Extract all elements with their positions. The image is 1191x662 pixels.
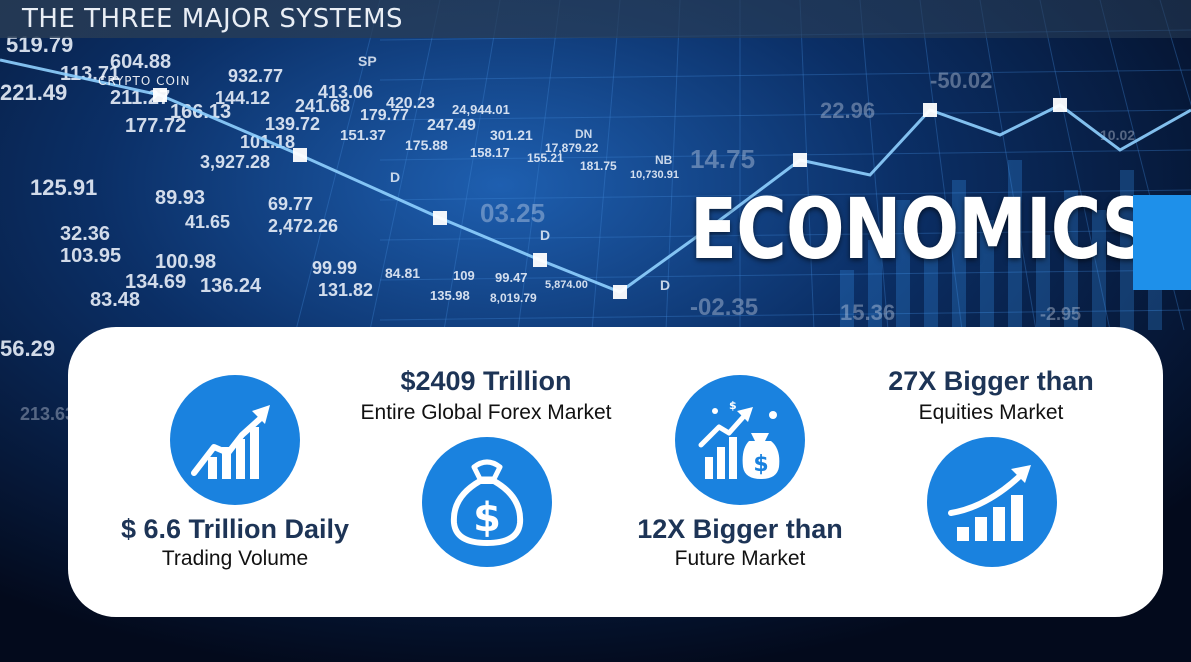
growth-chart-icon: [170, 375, 300, 505]
background-number: 139.72: [265, 114, 320, 134]
background-number: 56.29: [0, 336, 55, 361]
background-number: -2.95: [1040, 304, 1081, 324]
background-number: 213.63: [20, 404, 75, 424]
slide-title: THE THREE MAJOR SYSTEMS: [22, 4, 404, 34]
stat-sub-global-forex: Entire Global Forex Market: [360, 401, 612, 424]
background-number: 131.82: [318, 280, 373, 300]
background-number: 175.88: [405, 137, 448, 153]
background-number: 113.71: [60, 63, 120, 85]
svg-text:$: $: [729, 399, 737, 412]
accent-block: [1133, 195, 1191, 290]
background-number: 22.96: [820, 98, 875, 123]
background-number: 5,874.00: [545, 279, 588, 291]
background-number: 100.98: [155, 251, 216, 273]
background-number: 103.95: [60, 245, 121, 267]
background-number: 125.91: [30, 175, 97, 200]
background-number: 179.77: [360, 107, 409, 124]
finance-growth-icon: $ $: [675, 375, 805, 505]
background-number: 177.72: [125, 115, 186, 137]
background-number: 69.77: [268, 194, 313, 214]
stat-main-equities-market: 27X Bigger than: [888, 366, 1094, 396]
background-label: D: [540, 227, 550, 243]
background-number: 2,472.26: [268, 216, 338, 236]
background-number: 84.81: [385, 265, 420, 281]
background-number: 8,019.79: [490, 291, 537, 305]
background-number: 17,879.22: [545, 141, 599, 155]
stat-main-future-market: 12X Bigger than: [637, 514, 843, 544]
background-number: 83.48: [90, 289, 140, 311]
trend-node: [1053, 98, 1067, 112]
background-number: 135.98: [430, 288, 470, 303]
background-number: 604.88: [110, 51, 171, 73]
trend-node: [613, 285, 627, 299]
background-label: D: [660, 277, 670, 293]
money-bag-icon: $: [422, 437, 552, 567]
svg-text:$: $: [473, 495, 501, 541]
trend-node: [923, 103, 937, 117]
stat-sub-daily-volume: Trading Volume: [161, 547, 309, 570]
background-number: 134.69: [125, 271, 186, 293]
stat-main-global-forex: $2409 Trillion: [400, 366, 572, 396]
watermark: CRYPTO COIN: [98, 74, 191, 88]
background-number: 03.25: [480, 198, 545, 228]
background-number: 99.99: [312, 258, 357, 278]
background-number: 151.37: [340, 127, 386, 144]
trend-node: [433, 211, 447, 225]
background-label: SP: [358, 53, 377, 69]
trend-node: [533, 253, 547, 267]
trend-node: [793, 153, 807, 167]
background-number: 32.36: [60, 223, 110, 245]
background-number: -50.02: [930, 68, 992, 93]
background-number: 15.36: [840, 300, 895, 325]
trend-node: [153, 88, 167, 102]
rising-bars-icon: [927, 437, 1057, 567]
background-number: 3,927.28: [200, 152, 270, 172]
background-number: 420.23: [386, 95, 435, 112]
background-number: 24,944.01: [452, 102, 510, 117]
background-number: 136.24: [200, 275, 262, 297]
background-number: 89.93: [155, 187, 205, 209]
background-number: 301.21: [490, 127, 533, 143]
stat-sub-equities-market: Equities Market: [918, 401, 1064, 424]
svg-text:$: $: [753, 452, 768, 477]
background-number: 10,730.91: [630, 169, 679, 181]
background-number: 155.21: [527, 151, 564, 165]
stat-sub-future-market: Future Market: [674, 547, 806, 570]
background-number: 10.02: [1100, 127, 1135, 143]
background-number: 247.49: [427, 117, 476, 134]
background-number: 221.49: [0, 80, 67, 105]
background-label: DN: [575, 127, 592, 141]
background-number: 144.12: [215, 88, 270, 108]
background-number: 181.75: [580, 159, 617, 173]
background-number: 14.75: [690, 144, 755, 174]
background-number: 413.06: [318, 82, 373, 102]
headline: ECONOMICS: [690, 180, 1151, 278]
stat-main-daily-volume: $ 6.6 Trillion Daily: [120, 514, 350, 544]
background-number: 158.17: [470, 145, 510, 160]
background-number: -02.35: [690, 294, 758, 321]
background-label: NB: [655, 153, 673, 167]
background-number: 41.65: [185, 212, 230, 232]
trend-node: [293, 148, 307, 162]
background-number: 241.68: [295, 96, 350, 116]
background-number: 99.47: [495, 270, 528, 285]
background-number: 932.77: [228, 66, 283, 86]
background-number: 109: [453, 268, 475, 283]
background-label: D: [390, 169, 400, 185]
title-bar: THE THREE MAJOR SYSTEMS: [0, 0, 1191, 38]
